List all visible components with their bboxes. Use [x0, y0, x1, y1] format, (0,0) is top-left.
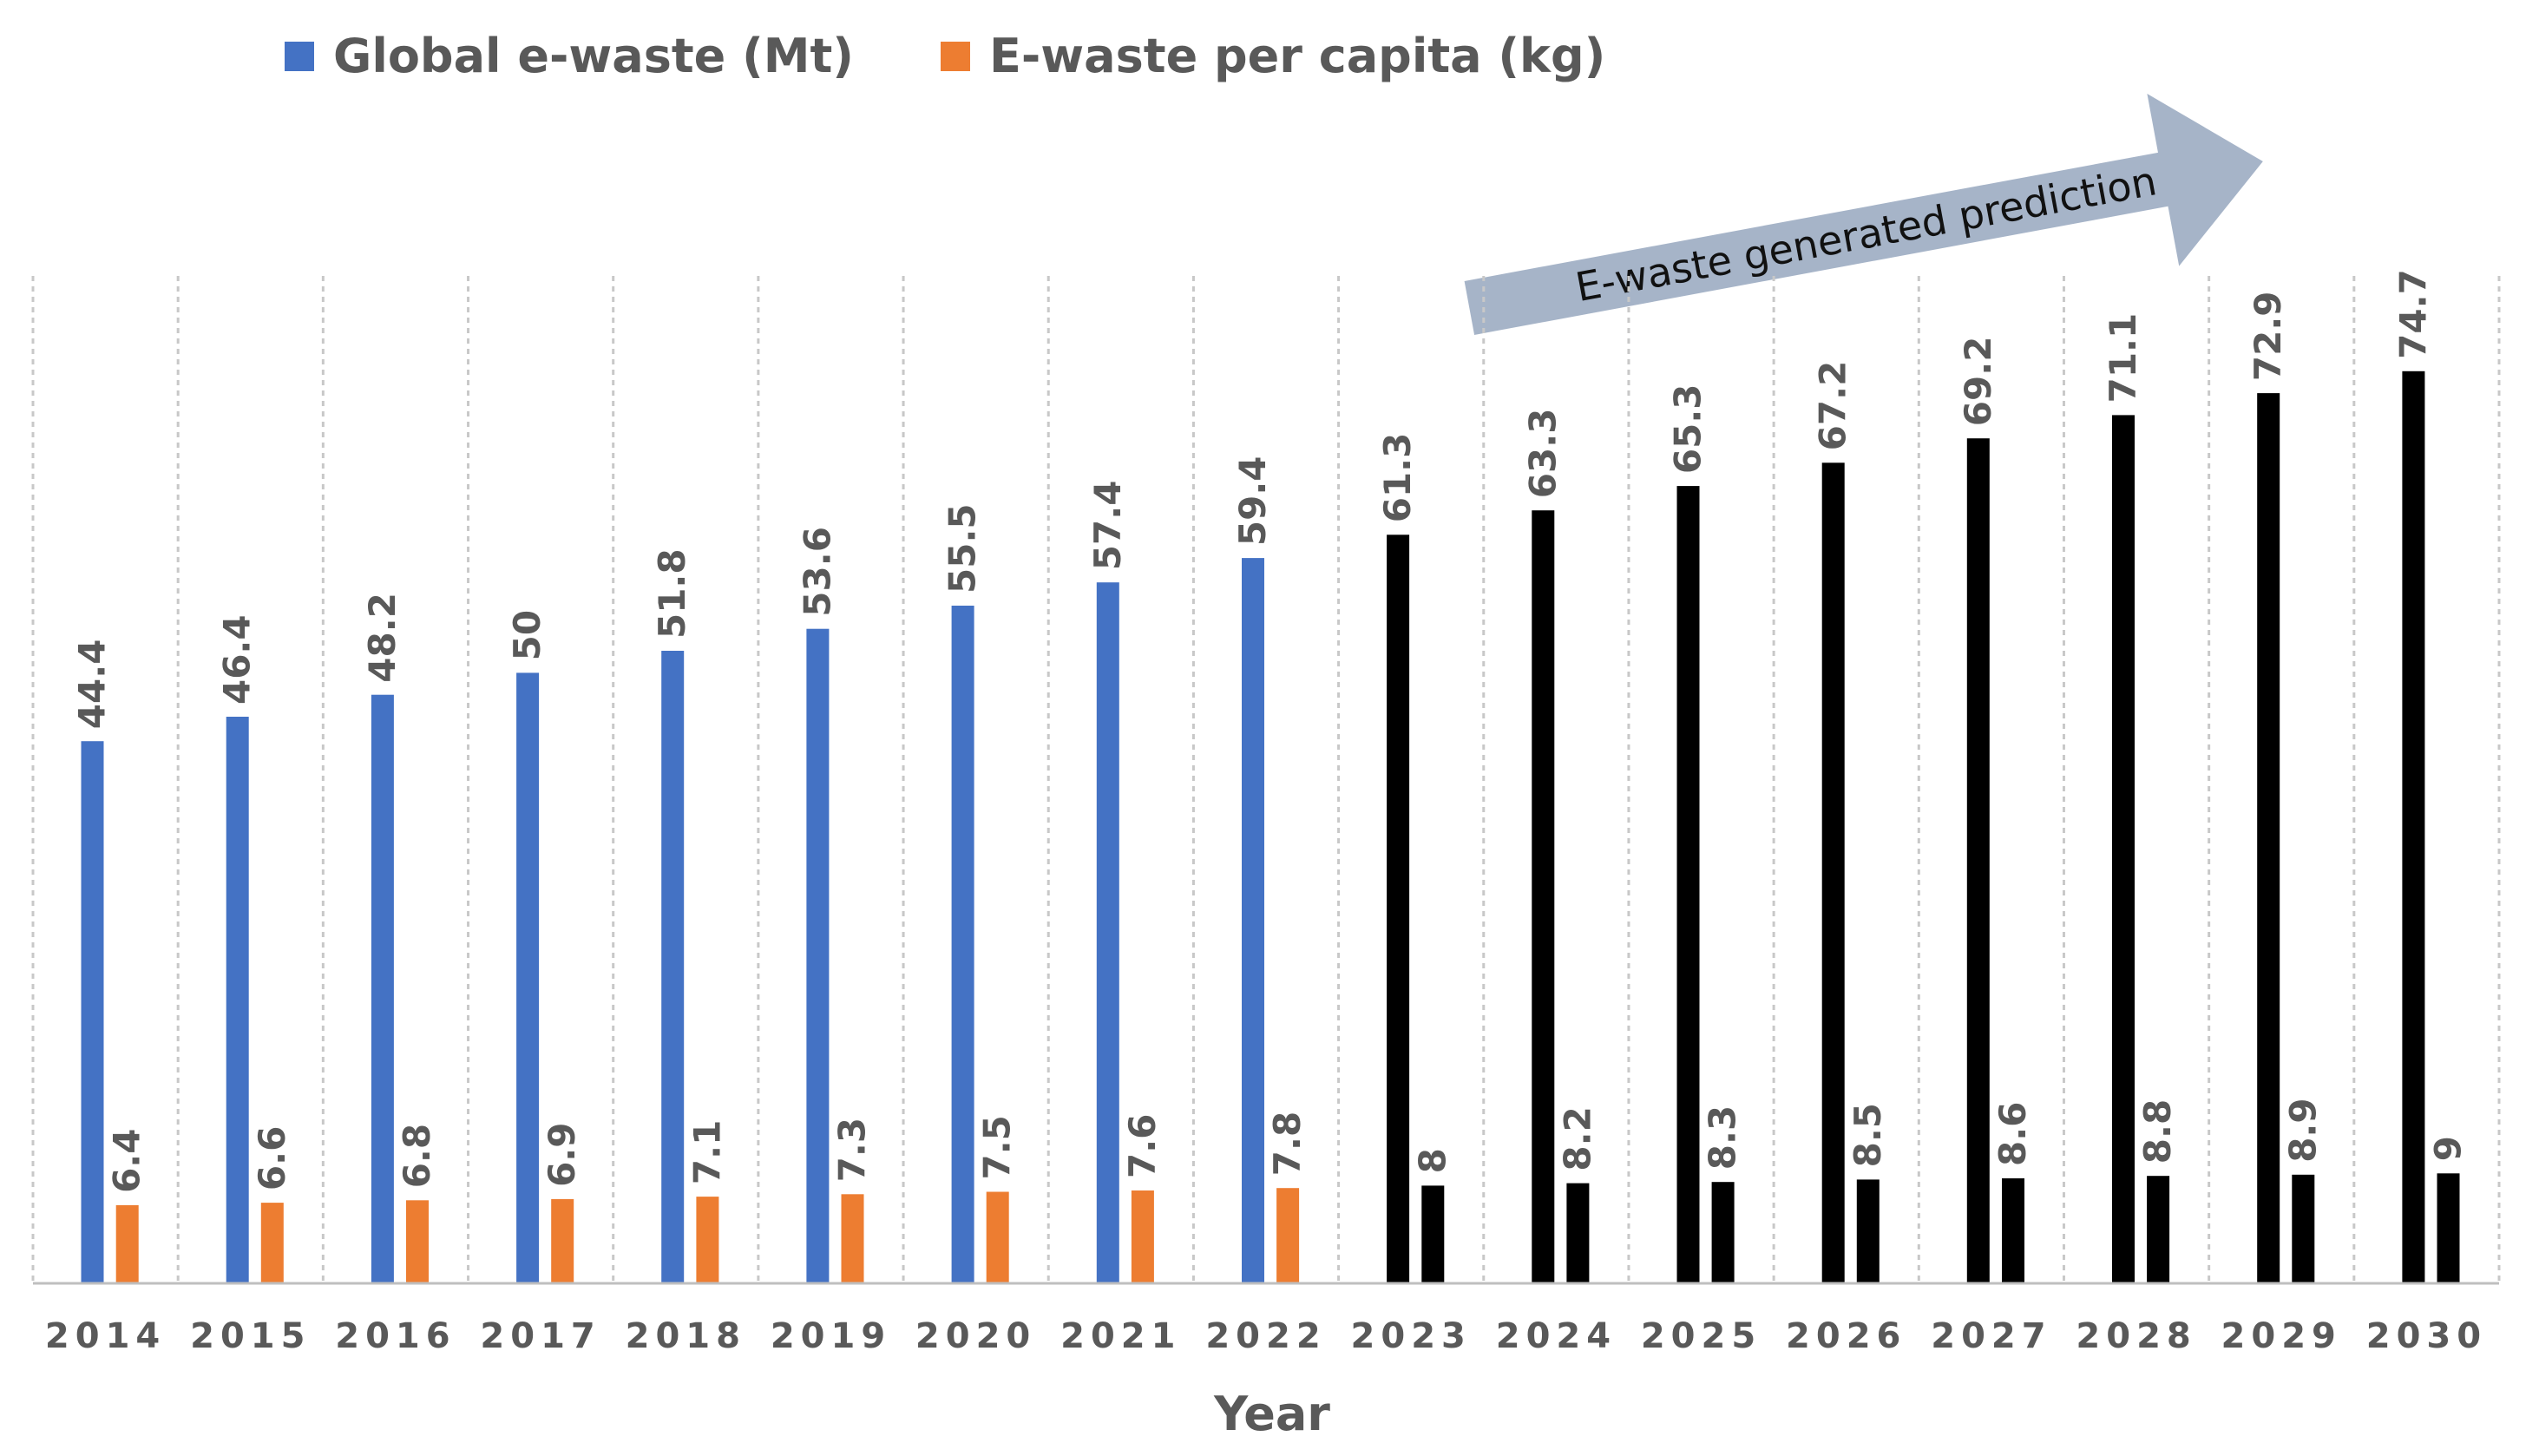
bar-global-ewaste-2019: [806, 628, 830, 1283]
bar-global-ewaste-2025: [1676, 486, 1700, 1283]
x-tick-label-2014: 2014: [45, 1316, 166, 1356]
data-label-global-ewaste-2028: 71.1: [2102, 313, 2144, 403]
bar-global-ewaste-2020: [951, 606, 974, 1283]
bar-global-ewaste-2021: [1096, 582, 1119, 1283]
data-label-global-ewaste-2016: 48.2: [361, 593, 403, 683]
x-tick-label-2023: 2023: [1351, 1316, 1472, 1356]
data-label-per-capita-2028: 8.8: [2136, 1099, 2179, 1164]
data-label-global-ewaste-2014: 44.4: [71, 639, 114, 730]
bar-global-ewaste-2028: [2112, 415, 2135, 1283]
x-tick-label-2025: 2025: [1641, 1316, 1762, 1356]
legend-swatch-global-ewaste: [285, 42, 314, 71]
bar-global-ewaste-2026: [1821, 462, 1845, 1283]
bar-per-capita-2024: [1566, 1183, 1590, 1283]
data-label-per-capita-2017: 6.9: [541, 1122, 583, 1186]
x-tick-label-2026: 2026: [1786, 1316, 1906, 1356]
bar-per-capita-2015: [260, 1203, 284, 1283]
bar-global-ewaste-2014: [81, 741, 104, 1283]
data-label-per-capita-2024: 8.2: [1556, 1106, 1598, 1171]
data-label-global-ewaste-2023: 61.3: [1376, 433, 1419, 523]
bar-global-ewaste-2017: [516, 672, 540, 1283]
bar-per-capita-2030: [2437, 1173, 2460, 1283]
bar-global-ewaste-2018: [661, 651, 685, 1283]
bar-per-capita-2018: [696, 1197, 719, 1283]
data-label-per-capita-2026: 8.5: [1847, 1103, 1889, 1167]
bar-per-capita-2029: [2292, 1174, 2315, 1283]
legend-swatch-per-capita: [941, 42, 970, 71]
bar-global-ewaste-2023: [1387, 535, 1410, 1283]
bar-per-capita-2025: [1711, 1182, 1735, 1283]
bar-global-ewaste-2016: [371, 694, 394, 1283]
x-tick-label-2020: 2020: [915, 1316, 1036, 1356]
data-label-per-capita-2016: 6.8: [396, 1124, 438, 1188]
bar-per-capita-2027: [2002, 1178, 2024, 1283]
bar-per-capita-2014: [115, 1204, 139, 1283]
bar-per-capita-2017: [551, 1198, 574, 1283]
data-label-global-ewaste-2030: 74.7: [2391, 269, 2434, 359]
x-axis-ticks: 2014 2015 2016 2017 2018 2019 2020 2021 2022 2023…: [45, 1316, 2487, 1356]
data-label-per-capita-2023: 8: [1411, 1148, 1453, 1173]
bar-global-ewaste-2015: [226, 717, 249, 1283]
data-label-per-capita-2018: 7.1: [686, 1120, 728, 1184]
bars: [81, 371, 2460, 1284]
legend-label-global-ewaste: Global e-waste (Mt): [333, 29, 854, 83]
data-label-global-ewaste-2020: 55.5: [941, 503, 984, 594]
prediction-arrow-label: E-waste generated prediction: [1572, 157, 2161, 311]
data-label-per-capita-2030: 9: [2427, 1136, 2470, 1161]
bar-per-capita-2026: [1856, 1179, 1880, 1283]
data-label-per-capita-2021: 7.6: [1121, 1114, 1164, 1178]
x-tick-label-2017: 2017: [480, 1316, 600, 1356]
data-label-global-ewaste-2025: 65.3: [1667, 384, 1709, 474]
legend-label-per-capita: E-waste per capita (kg): [989, 29, 1605, 83]
bar-per-capita-2019: [841, 1194, 864, 1283]
x-tick-label-2021: 2021: [1060, 1316, 1181, 1356]
data-label-global-ewaste-2022: 59.4: [1231, 456, 1274, 546]
legend: Global e-waste (Mt) E-waste per capita (…: [285, 29, 1605, 83]
data-label-global-ewaste-2019: 53.6: [796, 527, 838, 617]
prediction-arrow: [1464, 93, 2263, 335]
data-labels: 44.4 6.4 46.4 6.6 48.2 6.8 50 6.9 51.8 7.1 53.6 7.3…: [71, 269, 2470, 1193]
bar-per-capita-2020: [986, 1191, 1009, 1283]
data-label-global-ewaste-2026: 67.2: [1812, 361, 1854, 451]
bar-per-capita-2028: [2147, 1176, 2170, 1283]
x-tick-label-2019: 2019: [771, 1316, 891, 1356]
data-label-global-ewaste-2018: 51.8: [651, 548, 693, 639]
data-label-per-capita-2019: 7.3: [831, 1118, 874, 1182]
prediction-annotation: E-waste generated prediction: [1464, 93, 2263, 335]
x-tick-label-2022: 2022: [1205, 1316, 1326, 1356]
bar-global-ewaste-2022: [1242, 558, 1264, 1283]
bar-global-ewaste-2029: [2257, 393, 2280, 1284]
bar-per-capita-2016: [406, 1200, 429, 1283]
bar-per-capita-2023: [1421, 1185, 1445, 1283]
x-tick-label-2027: 2027: [1931, 1316, 2051, 1356]
data-label-global-ewaste-2015: 46.4: [216, 614, 259, 705]
data-label-per-capita-2029: 8.9: [2281, 1098, 2324, 1162]
gridlines: [31, 276, 2501, 1283]
x-tick-label-2015: 2015: [190, 1316, 311, 1356]
data-label-global-ewaste-2029: 72.9: [2247, 291, 2289, 381]
x-tick-label-2030: 2030: [2366, 1316, 2487, 1356]
x-axis-title: Year: [1213, 1387, 1330, 1441]
bar-global-ewaste-2024: [1532, 510, 1555, 1283]
x-tick-label-2016: 2016: [335, 1316, 456, 1356]
x-tick-label-2029: 2029: [2221, 1316, 2342, 1356]
data-label-per-capita-2020: 7.5: [976, 1115, 1019, 1179]
x-tick-label-2018: 2018: [626, 1316, 746, 1356]
x-tick-label-2024: 2024: [1496, 1316, 1617, 1356]
data-label-per-capita-2027: 8.6: [1991, 1102, 2034, 1166]
data-label-per-capita-2025: 8.3: [1702, 1105, 1744, 1170]
data-label-global-ewaste-2027: 69.2: [1957, 337, 1999, 427]
data-label-global-ewaste-2021: 57.4: [1086, 481, 1129, 571]
data-label-per-capita-2022: 7.8: [1266, 1112, 1309, 1176]
data-label-global-ewaste-2024: 63.3: [1521, 409, 1564, 499]
bar-global-ewaste-2027: [1966, 438, 1990, 1283]
data-label-per-capita-2014: 6.4: [106, 1128, 148, 1192]
bar-global-ewaste-2030: [2402, 371, 2425, 1283]
x-tick-label-2028: 2028: [2076, 1316, 2196, 1356]
bar-per-capita-2022: [1276, 1188, 1300, 1283]
data-label-per-capita-2015: 6.6: [251, 1126, 293, 1190]
data-label-global-ewaste-2017: 50: [506, 610, 548, 660]
bar-per-capita-2021: [1131, 1190, 1154, 1283]
